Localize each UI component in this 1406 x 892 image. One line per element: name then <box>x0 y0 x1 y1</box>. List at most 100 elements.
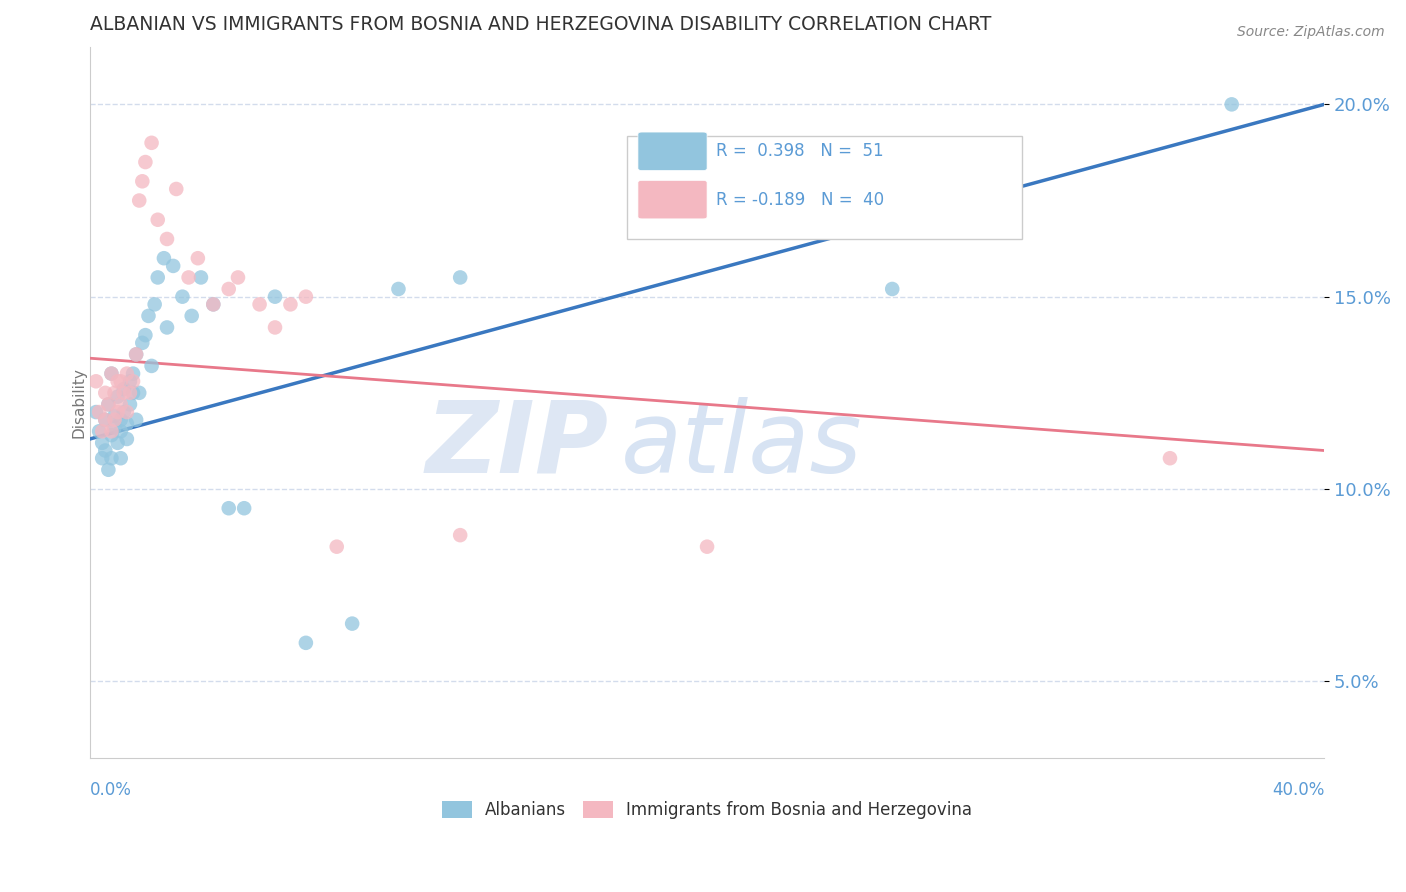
Point <box>110 413 132 427</box>
Point <box>100 428 122 442</box>
Point <box>122 385 145 400</box>
Point <box>100 451 122 466</box>
Point <box>91 451 114 466</box>
Point <box>115 432 138 446</box>
Point <box>122 367 145 381</box>
Text: ZIP: ZIP <box>425 397 609 493</box>
Point <box>218 501 240 516</box>
Point <box>187 251 209 265</box>
FancyBboxPatch shape <box>638 180 707 219</box>
Legend: Albanians, Immigrants from Bosnia and Herzegovina: Albanians, Immigrants from Bosnia and He… <box>436 795 979 826</box>
Text: 0.0%: 0.0% <box>90 781 132 799</box>
Y-axis label: Disability: Disability <box>72 367 86 438</box>
Point <box>84 374 107 388</box>
Point <box>134 155 156 169</box>
Point <box>84 405 107 419</box>
Point <box>165 182 187 196</box>
Point <box>882 282 904 296</box>
Text: 40.0%: 40.0% <box>1272 781 1324 799</box>
Point <box>110 374 132 388</box>
Point <box>94 385 117 400</box>
Point <box>103 409 125 423</box>
FancyBboxPatch shape <box>627 136 1022 239</box>
Point <box>162 259 184 273</box>
Point <box>146 212 169 227</box>
Point <box>122 374 145 388</box>
Point <box>131 174 153 188</box>
Text: R =  0.398   N =  51: R = 0.398 N = 51 <box>716 142 883 161</box>
Point <box>103 420 125 434</box>
Point <box>87 425 110 439</box>
Point <box>233 501 256 516</box>
Point <box>134 328 156 343</box>
Point <box>696 540 718 554</box>
Point <box>143 297 166 311</box>
Point <box>153 251 176 265</box>
Point <box>146 270 169 285</box>
Point <box>264 290 287 304</box>
Point <box>131 335 153 350</box>
Point <box>141 136 163 150</box>
Point <box>115 405 138 419</box>
Point <box>91 435 114 450</box>
Point <box>112 382 135 396</box>
Point <box>107 405 129 419</box>
Point <box>125 413 148 427</box>
Point <box>128 194 150 208</box>
Point <box>94 443 117 458</box>
Point <box>115 417 138 431</box>
Text: Source: ZipAtlas.com: Source: ZipAtlas.com <box>1237 25 1385 39</box>
Point <box>218 282 240 296</box>
Point <box>94 413 117 427</box>
Point <box>97 397 120 411</box>
Point <box>118 374 141 388</box>
Point <box>295 290 318 304</box>
Point <box>280 297 302 311</box>
Point <box>125 347 148 361</box>
Point <box>100 367 122 381</box>
Point <box>172 290 194 304</box>
Text: atlas: atlas <box>620 397 862 493</box>
Point <box>202 297 225 311</box>
Point <box>100 425 122 439</box>
Point <box>177 270 200 285</box>
Point <box>387 282 409 296</box>
Point <box>91 425 114 439</box>
Point <box>449 528 471 542</box>
Point <box>141 359 163 373</box>
Point <box>340 616 363 631</box>
Point <box>264 320 287 334</box>
Point <box>118 385 141 400</box>
Point <box>1159 451 1181 466</box>
Point <box>107 390 129 404</box>
Point <box>118 397 141 411</box>
Text: ALBANIAN VS IMMIGRANTS FROM BOSNIA AND HERZEGOVINA DISABILITY CORRELATION CHART: ALBANIAN VS IMMIGRANTS FROM BOSNIA AND H… <box>90 15 991 34</box>
Point <box>180 309 202 323</box>
Point <box>202 297 225 311</box>
Point <box>87 405 110 419</box>
Point <box>107 374 129 388</box>
Text: R = -0.189   N =  40: R = -0.189 N = 40 <box>716 191 884 209</box>
Point <box>112 385 135 400</box>
Point <box>94 413 117 427</box>
Point <box>100 367 122 381</box>
Point <box>97 463 120 477</box>
Point <box>138 309 160 323</box>
Point <box>112 405 135 419</box>
Point <box>103 385 125 400</box>
FancyBboxPatch shape <box>638 132 707 170</box>
Point <box>107 435 129 450</box>
Point <box>110 451 132 466</box>
Point <box>295 636 318 650</box>
Point <box>103 413 125 427</box>
Point <box>97 397 120 411</box>
Point <box>110 425 132 439</box>
Point <box>190 270 212 285</box>
Point <box>325 540 347 554</box>
Point <box>125 347 148 361</box>
Point <box>156 232 179 246</box>
Point <box>249 297 271 311</box>
Point <box>449 270 471 285</box>
Point <box>156 320 179 334</box>
Point <box>115 367 138 381</box>
